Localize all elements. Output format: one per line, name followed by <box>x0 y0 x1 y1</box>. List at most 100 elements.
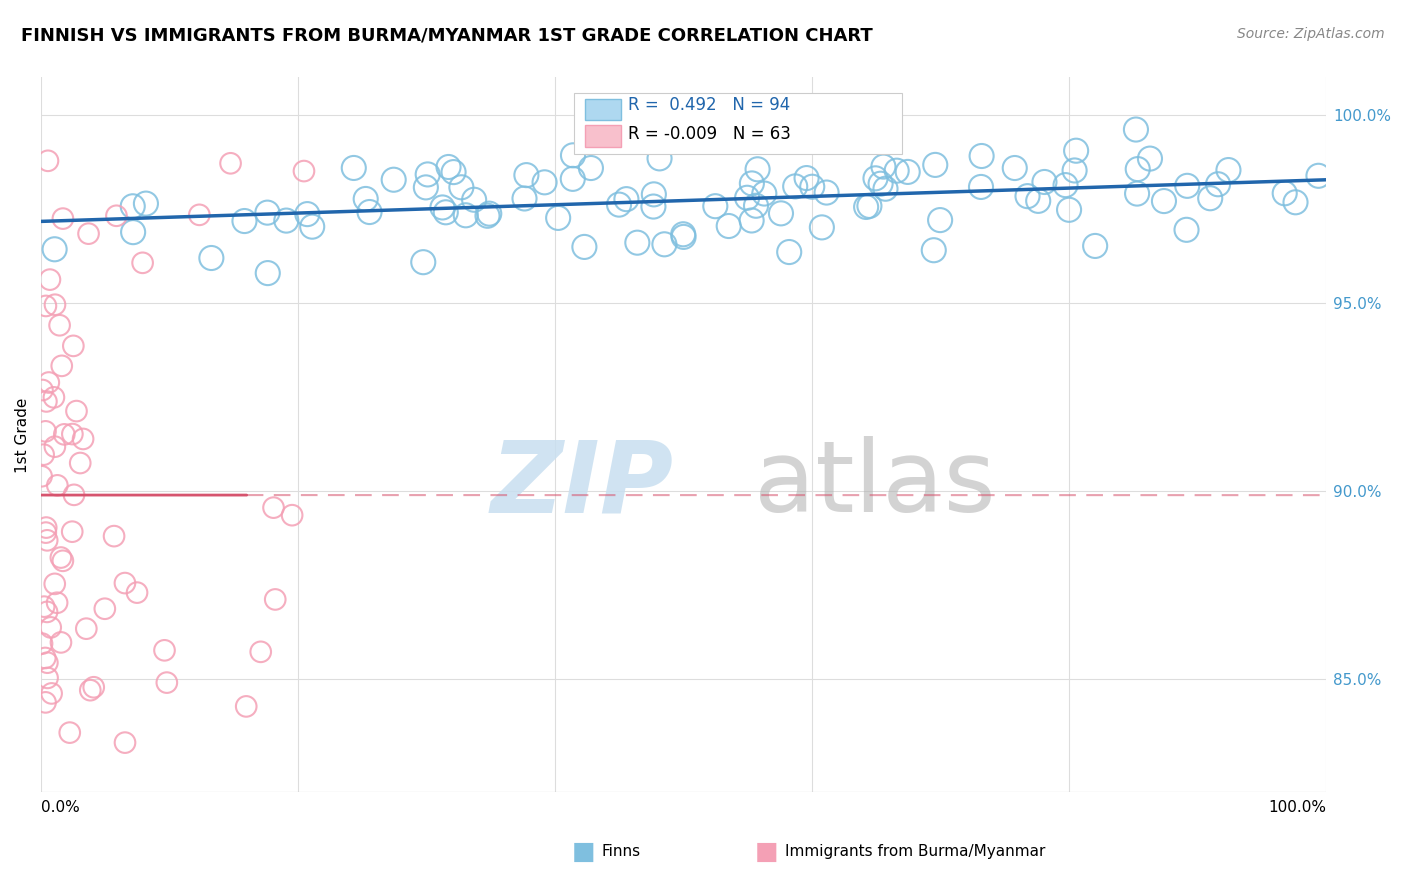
Point <box>886 163 908 178</box>
Point <box>60 427 83 442</box>
Point <box>31 637 53 651</box>
Point <box>94 601 117 615</box>
Point <box>59 725 82 739</box>
Point <box>79 683 101 698</box>
Text: ■: ■ <box>572 840 595 863</box>
Point <box>579 161 602 175</box>
Point <box>75 622 97 636</box>
Point <box>875 182 897 196</box>
Point <box>46 596 69 610</box>
Point <box>264 592 287 607</box>
Point <box>547 211 569 225</box>
Point <box>478 207 501 221</box>
Point <box>1033 175 1056 189</box>
Point <box>1126 162 1149 177</box>
Point <box>44 440 66 454</box>
Point <box>77 227 100 241</box>
Point <box>63 488 86 502</box>
Point <box>607 197 630 211</box>
Point <box>219 156 242 170</box>
Text: atlas: atlas <box>754 436 995 533</box>
Point <box>450 180 472 194</box>
Point <box>811 220 834 235</box>
Point <box>37 533 59 548</box>
Point <box>35 299 58 313</box>
Point <box>924 158 946 172</box>
Point <box>44 577 66 591</box>
Point <box>256 205 278 219</box>
Point <box>297 207 319 221</box>
Point <box>672 227 695 242</box>
Text: Finns: Finns <box>602 845 641 859</box>
Point <box>131 256 153 270</box>
Point <box>855 200 877 214</box>
Point <box>52 554 75 568</box>
Point <box>48 318 70 333</box>
Point <box>263 500 285 515</box>
Point <box>114 736 136 750</box>
Point <box>35 525 58 540</box>
Text: R = -0.009   N = 63: R = -0.009 N = 63 <box>628 125 792 143</box>
Point <box>1139 152 1161 166</box>
Text: 100.0%: 100.0% <box>1268 800 1326 815</box>
Point <box>735 191 758 205</box>
Point <box>1064 144 1087 158</box>
Point <box>1084 239 1107 253</box>
Point <box>35 520 58 534</box>
Point <box>443 165 465 179</box>
Text: FINNISH VS IMMIGRANTS FROM BURMA/MYANMAR 1ST GRADE CORRELATION CHART: FINNISH VS IMMIGRANTS FROM BURMA/MYANMAR… <box>21 27 873 45</box>
Point <box>1057 202 1080 217</box>
Point <box>412 255 434 269</box>
Point <box>1175 223 1198 237</box>
Point <box>51 359 73 373</box>
FancyBboxPatch shape <box>575 93 903 154</box>
Point <box>1199 191 1222 205</box>
Point <box>1026 194 1049 208</box>
Point <box>235 699 257 714</box>
Point <box>1063 163 1085 178</box>
Point <box>533 175 555 189</box>
Point <box>83 680 105 694</box>
Point <box>574 240 596 254</box>
Point <box>929 213 952 227</box>
Point <box>515 168 537 182</box>
Point <box>513 192 536 206</box>
Point <box>359 205 381 219</box>
Point <box>52 211 75 226</box>
Point <box>1284 195 1306 210</box>
Point <box>32 448 55 462</box>
Point <box>135 196 157 211</box>
Point <box>437 160 460 174</box>
Bar <box>585 126 620 147</box>
Point <box>343 161 366 175</box>
Point <box>785 179 807 194</box>
Point <box>562 148 585 162</box>
Point <box>1175 178 1198 193</box>
Point <box>37 671 59 685</box>
Point <box>125 585 148 599</box>
Point <box>114 576 136 591</box>
Point <box>1308 169 1330 183</box>
Point <box>865 171 887 186</box>
Point <box>31 469 53 483</box>
Text: Immigrants from Burma/Myanmar: Immigrants from Burma/Myanmar <box>785 845 1045 859</box>
Point <box>872 160 894 174</box>
Point <box>37 153 59 168</box>
Text: Source: ZipAtlas.com: Source: ZipAtlas.com <box>1237 27 1385 41</box>
Point <box>1017 189 1039 203</box>
Point <box>156 675 179 690</box>
Point <box>970 180 993 194</box>
Point <box>463 193 485 207</box>
Point <box>717 219 740 233</box>
Point <box>1004 161 1026 175</box>
Point <box>200 251 222 265</box>
Text: ZIP: ZIP <box>491 436 673 533</box>
Point <box>72 432 94 446</box>
Point <box>769 206 792 220</box>
Point <box>801 179 824 194</box>
Point <box>382 172 405 186</box>
Text: ■: ■ <box>755 840 778 863</box>
Point <box>654 237 676 252</box>
Point <box>815 186 838 200</box>
Point <box>103 529 125 543</box>
